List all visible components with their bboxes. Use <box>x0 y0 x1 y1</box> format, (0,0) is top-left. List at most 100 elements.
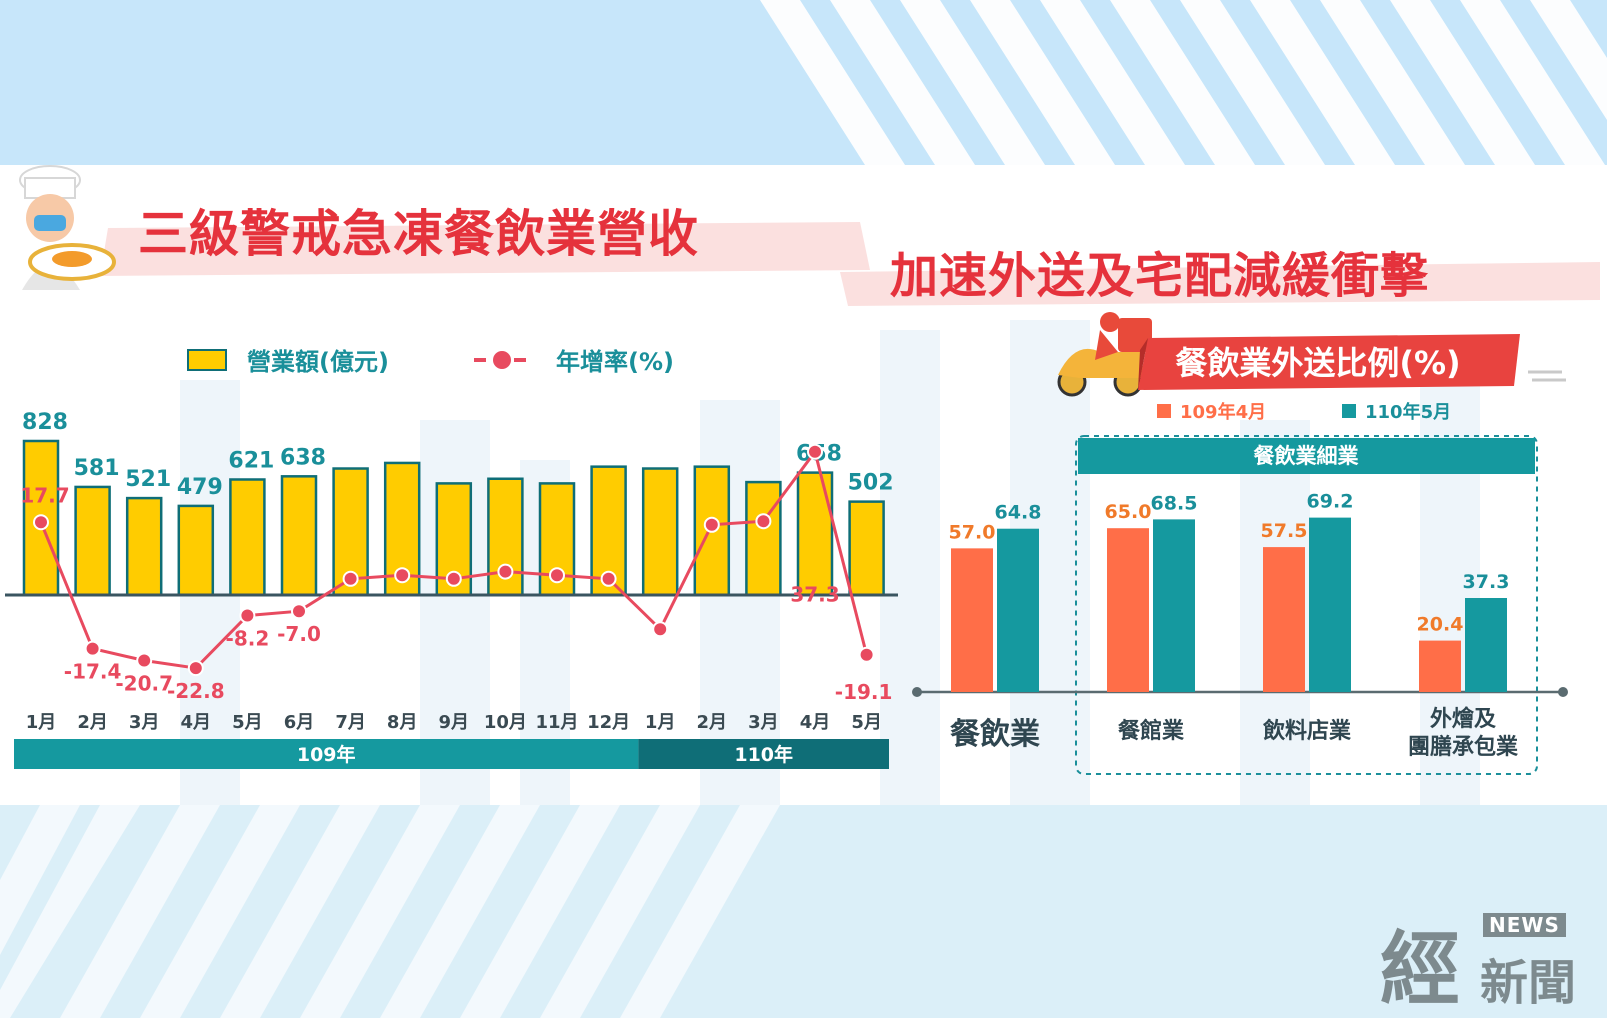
month-label: 8月 <box>387 712 418 733</box>
legend-swatch-110 <box>1342 404 1356 418</box>
logo-news-tag: NEWS <box>1483 913 1566 937</box>
month-label: 4月 <box>800 712 831 733</box>
ratio-label-109: 57.5 <box>1261 520 1308 542</box>
yoy-label: -17.4 <box>64 660 122 684</box>
ratio-bar-110 <box>1465 598 1507 692</box>
baseline-dot-right <box>1558 687 1568 697</box>
legend-bar-label: 營業額(億元) <box>247 348 389 376</box>
udn-money-logo: 經 NEWS 新聞 <box>1380 905 1595 1016</box>
subgroup-header <box>1078 438 1535 474</box>
ratio-label-110: 69.2 <box>1307 491 1354 513</box>
ratio-bar-109 <box>1419 640 1461 692</box>
ratio-label-109: 65.0 <box>1105 501 1152 523</box>
yoy-point <box>136 652 153 669</box>
yoy-point <box>445 570 462 587</box>
legend-swatch-109 <box>1157 404 1171 418</box>
yoy-point <box>394 567 411 584</box>
ratio-label-109: 20.4 <box>1417 614 1464 636</box>
logo-big-char: 經 <box>1380 922 1460 1016</box>
revenue-bar <box>280 475 318 597</box>
month-label: 11月 <box>535 712 578 733</box>
yoy-point <box>600 570 617 587</box>
month-label: 5月 <box>232 712 263 733</box>
revenue-bar <box>383 461 421 597</box>
subgroup-box <box>1075 435 1538 775</box>
yoy-point <box>187 660 204 677</box>
revenue-label: 479 <box>177 475 223 500</box>
category-label: 團膳承包業 <box>1408 734 1519 760</box>
month-label: 3月 <box>748 712 779 733</box>
revenue-label: 621 <box>228 448 274 473</box>
chef-icon <box>19 165 116 290</box>
baseline-dot-left <box>912 687 922 697</box>
month-label: 9月 <box>439 712 470 733</box>
month-label: 7月 <box>335 712 366 733</box>
category-label: 飲料店業 <box>1262 718 1352 744</box>
ratio-bar-110 <box>1153 519 1195 692</box>
month-label: 6月 <box>284 712 315 733</box>
month-label: 12月 <box>587 712 630 733</box>
revenue-label: 638 <box>280 445 326 470</box>
legend-line-label: 年增率(%) <box>556 348 674 376</box>
revenue-bar <box>177 504 215 597</box>
yoy-point <box>291 603 307 620</box>
revenue-bar <box>641 467 679 597</box>
yoy-point <box>239 607 256 624</box>
yoy-point <box>497 563 514 580</box>
month-label: 1月 <box>645 712 676 733</box>
yoy-point <box>703 516 720 533</box>
revenue-label: 828 <box>22 410 68 435</box>
year-band <box>638 739 889 769</box>
yoy-point <box>652 621 669 638</box>
yoy-point <box>549 567 565 584</box>
logo-small-chars: 新聞 <box>1480 955 1577 1011</box>
month-label: 10月 <box>484 712 527 733</box>
revenue-bar <box>125 496 163 597</box>
category-label: 餐飲業 <box>950 717 1040 752</box>
ratio-bar-109 <box>1107 528 1149 692</box>
legend-line-marker <box>493 351 511 369</box>
ratio-label-110: 37.3 <box>1463 571 1510 593</box>
legend-label-110: 110年5月 <box>1365 401 1451 423</box>
yoy-label: 37.3 <box>790 583 839 607</box>
subgroup-title: 餐飲業細業 <box>1254 444 1360 468</box>
main-title: 三級警戒急凍餐飲業營收 <box>138 205 699 263</box>
month-label: 1月 <box>26 712 57 733</box>
revenue-label: 502 <box>848 471 894 496</box>
ratio-label-110: 64.8 <box>995 502 1042 524</box>
revenue-label: 521 <box>125 467 171 492</box>
category-label: 外燴及 <box>1430 706 1497 732</box>
month-label: 5月 <box>851 712 882 733</box>
year-band <box>14 739 639 769</box>
delivery-scooter-icon <box>1057 312 1152 397</box>
yoy-point <box>858 646 875 663</box>
yoy-label: 17.7 <box>20 483 69 507</box>
yoy-point <box>807 443 823 460</box>
yoy-label: -8.2 <box>226 627 270 651</box>
revenue-label: 581 <box>74 456 120 481</box>
ratio-bar-110 <box>1309 517 1351 692</box>
year-label: 110年 <box>734 743 793 766</box>
ratio-chart-title: 餐飲業外送比例(%) <box>1175 344 1460 382</box>
legend-label-109: 109年4月 <box>1180 401 1266 423</box>
yoy-label: -22.8 <box>167 679 225 703</box>
sub-title: 加速外送及宅配減緩衝擊 <box>890 248 1430 304</box>
ratio-label-110: 68.5 <box>1151 492 1198 514</box>
ratio-bar-110 <box>997 528 1039 692</box>
month-label: 2月 <box>697 712 728 733</box>
ratio-bar-109 <box>1263 547 1305 692</box>
revenue-bar <box>229 478 266 597</box>
legend-bar-swatch <box>187 349 227 371</box>
yoy-label: -7.0 <box>277 622 321 646</box>
revenue-bar <box>74 485 111 597</box>
month-label: 2月 <box>77 712 108 733</box>
month-label: 4月 <box>181 712 212 733</box>
yoy-point <box>84 640 101 657</box>
yoy-point <box>342 570 359 587</box>
yoy-label: -20.7 <box>115 672 173 696</box>
yoy-point <box>755 513 772 530</box>
